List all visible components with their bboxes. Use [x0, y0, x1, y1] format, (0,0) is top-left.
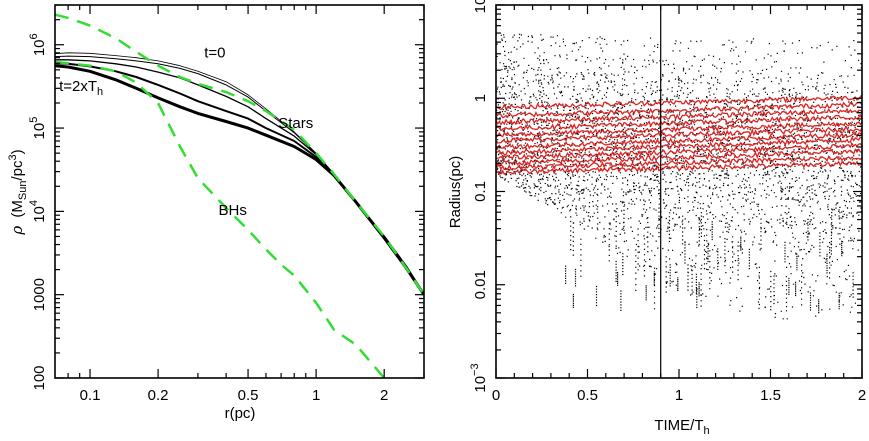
left-panel: 0.1 0.2 0.5 1 2 100 1000 104 105 106 t=0 t=2xTh Sta… — [7, 4, 425, 422]
black-hole-points — [496, 33, 862, 320]
right-panel: 0 0.5 1 1.5 2 10 1 0.1 0.01 10−3 TIME/Th Radius(p… — [447, 0, 866, 437]
left-y-tick-label-0: 100 — [31, 365, 48, 390]
left-y-tick-label-1: 1000 — [31, 278, 48, 311]
lagrangian-radius-line-4 — [496, 136, 862, 156]
left-y-tick-label-3: 105 — [28, 117, 48, 140]
series-line-stars-1 — [55, 55, 424, 295]
left-x-tick-label-2: 0.5 — [238, 387, 259, 404]
right-plot-red-lines — [496, 95, 862, 175]
left-annotations: t=0 t=2xTh Stars BHs — [59, 45, 313, 220]
right-y-tick-label-0: 10 — [472, 0, 489, 13]
lagrangian-radius-line-11 — [496, 95, 862, 111]
right-x-tick-label-1: 0.5 — [577, 387, 598, 404]
left-plot-lines — [55, 13, 424, 378]
right-x-axis-label: TIME/Th — [654, 417, 709, 437]
lagrangian-radius-line-3 — [496, 142, 862, 161]
left-x-tick-label-1: 0.2 — [148, 387, 169, 404]
series-line-stars-4 — [55, 64, 424, 296]
left-y-axis-label: ρ (MSun/pc3) — [7, 149, 29, 235]
right-y-axis-label: Radius(pc) — [447, 156, 464, 229]
left-y-tick-label-2: 104 — [28, 200, 48, 223]
series-line-bhs-5 — [55, 13, 424, 296]
lagrangian-radius-line-1 — [496, 154, 862, 171]
left-plot-frame — [54, 4, 425, 379]
left-x-axis-label: r(pc) — [225, 405, 256, 422]
right-x-tick-label-0: 0 — [492, 387, 500, 404]
lagrangian-radius-line-2 — [496, 147, 862, 167]
lagrangian-radius-line-7 — [496, 121, 862, 138]
left-annotation-3: BHs — [218, 202, 246, 219]
right-x-tick-label-2: 1 — [675, 387, 683, 404]
right-x-tick-label-3: 1.5 — [760, 387, 781, 404]
right-y-tick-label-3: 0.01 — [472, 270, 489, 299]
right-y-tick-label-2: 0.1 — [472, 181, 489, 202]
left-x-tick-label-3: 1 — [312, 387, 320, 404]
lagrangian-radius-line-8 — [496, 113, 862, 132]
right-plot-frame — [495, 4, 863, 379]
right-axis-ticks: 0 0.5 1 1.5 2 10 1 0.1 0.01 10−3 — [469, 0, 866, 404]
left-annotation-0: t=0 — [204, 45, 225, 62]
right-y-tick-label-4: 10−3 — [469, 363, 489, 392]
lagrangian-radius-line-10 — [496, 101, 862, 119]
lagrangian-radius-line-6 — [496, 126, 862, 144]
lagrangian-radius-line-9 — [496, 107, 862, 126]
right-x-tick-label-4: 2 — [858, 387, 866, 404]
series-line-stars-3 — [55, 62, 424, 296]
left-x-tick-label-4: 2 — [380, 387, 388, 404]
left-y-tick-label-4: 106 — [28, 33, 48, 56]
lagrangian-radius-line-5 — [496, 131, 862, 150]
left-annotation-2: Stars — [278, 115, 313, 132]
left-axis-ticks: 0.1 0.2 0.5 1 2 100 1000 104 105 106 — [28, 4, 425, 404]
right-y-tick-label-1: 1 — [472, 94, 489, 102]
left-annotation-1: t=2xTh — [59, 78, 103, 98]
lagrangian-radius-line-0 — [496, 160, 862, 175]
series-line-bhs-6 — [55, 60, 386, 378]
left-x-tick-label-0: 0.1 — [80, 387, 101, 404]
series-line-stars-2 — [55, 59, 424, 296]
series-line-stars-0 — [55, 52, 424, 295]
right-plot-points — [496, 33, 862, 320]
